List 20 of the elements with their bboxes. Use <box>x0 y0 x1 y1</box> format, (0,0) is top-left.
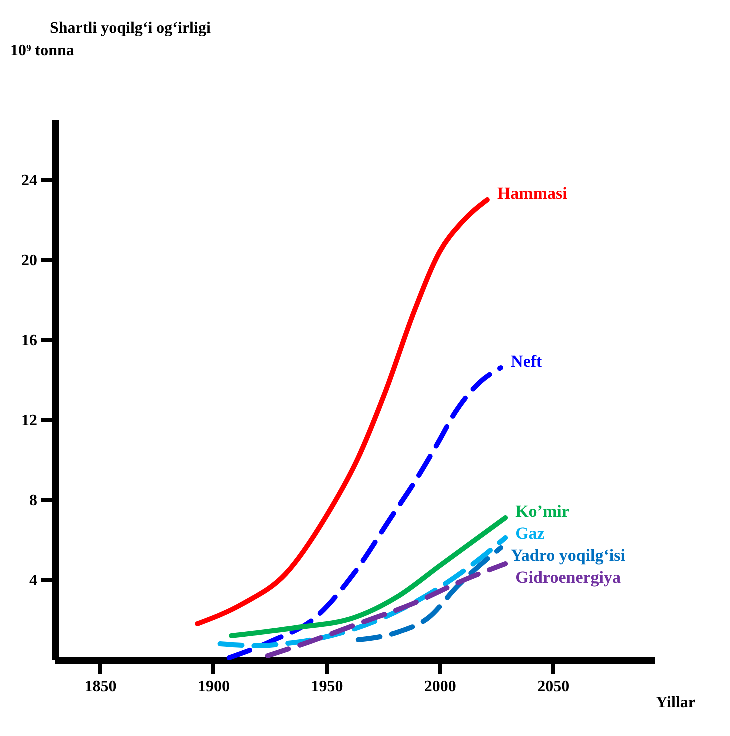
series-label: Gidroenergiya <box>516 568 622 587</box>
y-tick-label: 24 <box>22 172 38 190</box>
series-label: Gaz <box>516 524 546 543</box>
x-tick-label: 1900 <box>198 678 230 696</box>
x-axis-title: Yillar <box>656 694 696 712</box>
y-axis-title: 10⁹ tonna <box>10 42 74 60</box>
y-tick-label: 12 <box>22 412 38 430</box>
chart-title: Shartli yoqilg‘i og‘irligi <box>50 20 212 37</box>
x-tick-label: 1850 <box>84 678 117 696</box>
y-tick-label: 8 <box>30 492 38 510</box>
x-tick-label: 2050 <box>538 678 570 696</box>
series-label: Neft <box>511 352 543 371</box>
series-label: Hammasi <box>497 184 568 203</box>
y-tick-label: 4 <box>30 572 38 590</box>
x-tick-label: 2000 <box>424 678 456 696</box>
y-tick-label: 20 <box>22 252 38 270</box>
y-tick-label: 16 <box>22 332 38 350</box>
series-label: Ko’mir <box>516 502 570 521</box>
series-label: Yadro yoqilg‘isi <box>511 546 626 565</box>
x-tick-label: 1950 <box>311 678 344 696</box>
